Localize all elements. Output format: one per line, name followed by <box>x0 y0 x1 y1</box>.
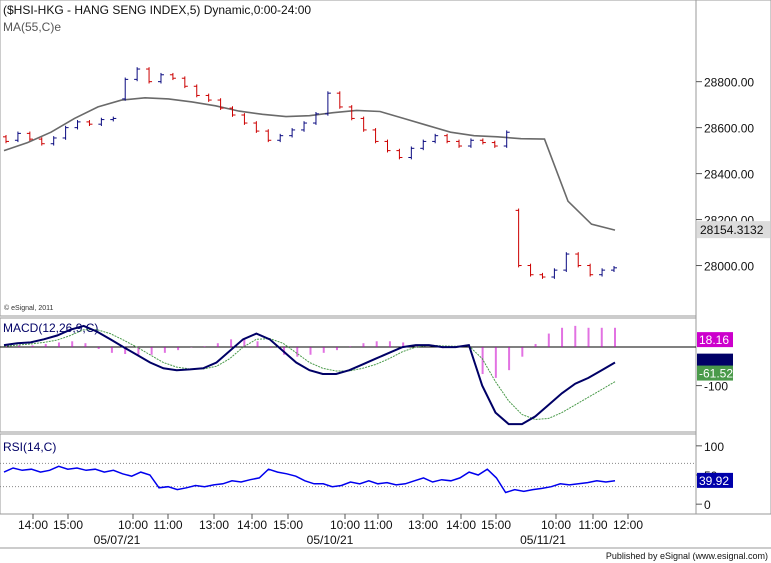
time-tick-label: 15:00 <box>481 518 511 532</box>
chart-title: ($HSI-HKG - HANG SENG INDEX,5) Dynamic,0… <box>3 3 311 17</box>
price-tick-label: 28000.00 <box>704 260 754 274</box>
price-tick-label: 28600.00 <box>704 122 754 136</box>
publisher-text: Published by eSignal (www.esignal.com) <box>606 551 768 561</box>
macd-value-label: -43.36 <box>699 355 733 369</box>
macd-value-box <box>697 365 733 381</box>
right-axis-area <box>695 0 771 515</box>
macd-value-label: 18.16 <box>699 333 729 347</box>
time-tick-label: 14:00 <box>18 518 48 532</box>
time-tick-label: 11:00 <box>363 518 392 532</box>
date-label: 05/07/21 <box>94 533 141 547</box>
price-tick-label: 28400.00 <box>704 168 754 182</box>
rsi-title: RSI(14,C) <box>3 440 56 454</box>
rsi-panel <box>0 433 697 515</box>
macd-value-box <box>697 332 733 348</box>
ma-line <box>3 96 616 231</box>
macd-line <box>3 324 616 426</box>
macd-value-label: -61.52 <box>699 367 733 381</box>
time-tick-label: 15:00 <box>53 518 83 532</box>
price-layer: 28000.0028200.0028400.0028600.0028800.00… <box>3 67 770 279</box>
date-label: 05/11/21 <box>520 533 566 547</box>
rsi-tick-label: 100 <box>704 440 724 454</box>
macd-tick-label: -100 <box>704 380 728 394</box>
rsi-tick-label: 0 <box>704 498 711 512</box>
macd-layer: -100 18.16 -43.36-61.52 <box>0 324 733 426</box>
macd-value-box <box>697 353 733 369</box>
time-tick-label: 15:00 <box>273 518 303 532</box>
rsi-value-box <box>697 472 733 488</box>
time-tick-label: 11:00 <box>578 518 607 532</box>
ma-label: MA(55,C)e <box>3 20 61 34</box>
time-tick-label: 10:00 <box>330 518 360 532</box>
macd-title: MACD(12,26,9,C) <box>3 321 98 335</box>
date-label: 05/10/21 <box>307 533 354 547</box>
time-tick-label: 10:00 <box>118 518 148 532</box>
time-tick-label: 10:00 <box>541 518 571 532</box>
rsi-layer: 05010039.92 <box>0 440 733 512</box>
time-tick-label: 14:00 <box>237 518 267 532</box>
copyright-text: © eSignal, 2011 <box>4 304 54 312</box>
last-value-box <box>697 221 770 239</box>
time-tick-label: 13:00 <box>199 518 229 532</box>
price-panel <box>0 0 697 317</box>
macd-panel <box>0 317 697 433</box>
last-value-label: 28154.3132 <box>700 223 764 237</box>
time-tick-label: 13:00 <box>408 518 438 532</box>
time-tick-label: 12:00 <box>613 518 643 532</box>
rsi-value-label: 39.92 <box>699 474 729 488</box>
time-tick-label: 11:00 <box>153 518 182 532</box>
time-tick-label: 14:00 <box>446 518 476 532</box>
rsi-line <box>3 465 616 494</box>
price-tick-label: 28800.00 <box>704 76 754 90</box>
axis-layer: 14:00 15:00 10:00 11:00 13:00 14:00 15:00 10:00… <box>18 514 643 547</box>
